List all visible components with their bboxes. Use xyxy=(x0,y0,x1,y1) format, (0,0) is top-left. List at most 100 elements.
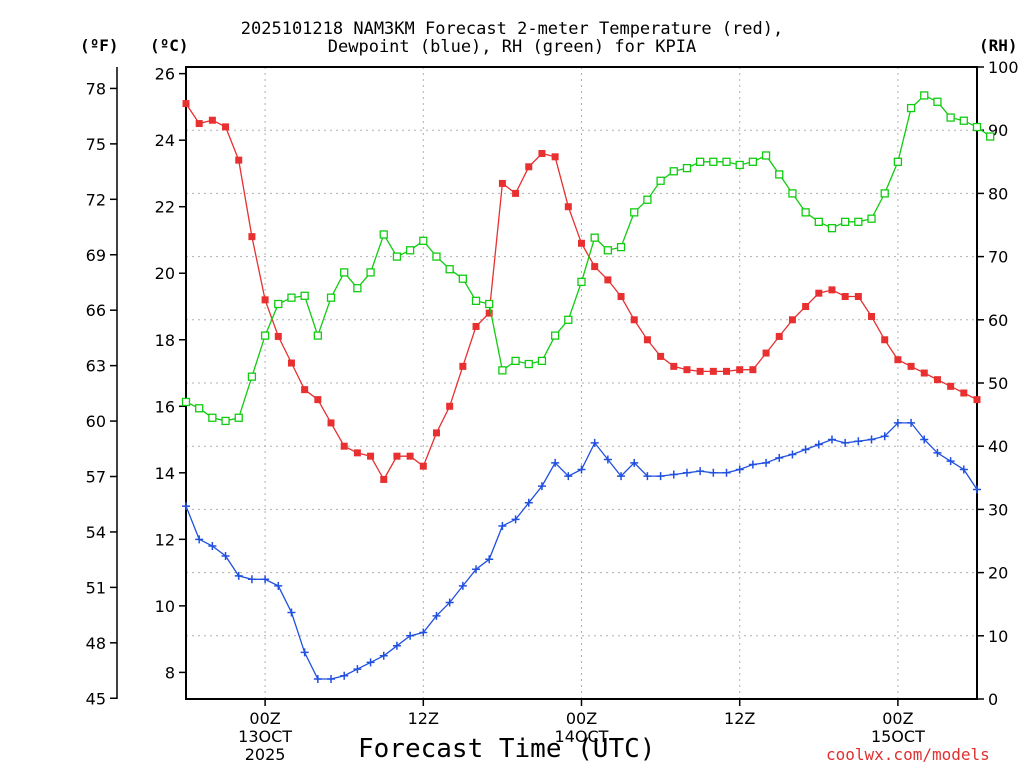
2-meter-temperature-point xyxy=(802,302,810,310)
x-axis-label: Forecast Time (UTC) xyxy=(358,734,656,764)
dewpoint-point xyxy=(920,435,929,444)
dewpoint-point xyxy=(669,470,678,479)
fahrenheit-tick-label: 54 xyxy=(86,523,106,542)
2-meter-temperature-point xyxy=(380,475,388,483)
rh-point xyxy=(300,291,309,300)
rh-point xyxy=(392,252,402,261)
2-meter-temperature-point xyxy=(973,396,981,404)
2-meter-temperature-point xyxy=(485,309,493,317)
dewpoint-point xyxy=(933,448,942,457)
2-meter-temperature-point xyxy=(881,336,889,344)
celsius-unit-label: (ºC) xyxy=(150,36,189,55)
2-meter-temperature-point xyxy=(287,359,295,367)
rh-point xyxy=(643,195,652,204)
celsius-tick-label: 24 xyxy=(155,131,175,150)
rh-point xyxy=(775,170,784,179)
rh-point xyxy=(379,230,388,239)
dewpoint-point xyxy=(445,598,454,607)
dewpoint-point xyxy=(682,468,691,477)
rh-point xyxy=(234,413,243,422)
fahrenheit-tick-label: 72 xyxy=(86,190,106,209)
dewpoint-point xyxy=(182,502,190,511)
2-meter-temperature-point xyxy=(301,386,309,394)
2-meter-temperature-point xyxy=(828,286,836,294)
dewpoint-point xyxy=(366,658,375,667)
dewpoint-point xyxy=(893,418,902,427)
dewpoint-point xyxy=(392,641,401,650)
chart-series xyxy=(181,91,995,684)
dewpoint-point xyxy=(551,458,560,467)
rh-point xyxy=(933,97,942,106)
2-meter-temperature-point xyxy=(551,153,559,161)
celsius-tick-label: 20 xyxy=(155,264,175,283)
rh-point xyxy=(511,356,520,366)
credit-text: coolwx.com/models xyxy=(826,745,990,764)
rh-point xyxy=(682,163,692,173)
celsius-tick-label: 12 xyxy=(155,530,175,549)
dewpoint-point xyxy=(946,457,955,466)
rh-point xyxy=(221,416,230,426)
2-meter-temperature-point xyxy=(538,149,546,157)
2-meter-temperature-point xyxy=(854,293,862,301)
rh-point xyxy=(656,176,665,185)
dewpoint-point xyxy=(814,440,823,449)
rh-point xyxy=(880,189,889,198)
dewpoint-point xyxy=(313,675,322,684)
rh-point xyxy=(788,189,797,198)
2-meter-temperature-point xyxy=(525,163,533,171)
2-meter-temperature-point xyxy=(657,352,665,360)
dewpoint-point xyxy=(247,575,256,584)
fahrenheit-tick-label: 69 xyxy=(86,246,106,265)
chart-title-line-1: 2025101218 NAM3KM Forecast 2-meter Tempe… xyxy=(240,19,784,39)
celsius-tick-label: 22 xyxy=(155,198,175,217)
rh-point xyxy=(524,359,533,369)
dewpoint-point xyxy=(524,498,533,507)
x-tick-label: 15OCT xyxy=(871,727,925,746)
rh-point xyxy=(986,132,995,141)
dewpoint-point xyxy=(722,468,731,477)
dewpoint-point xyxy=(643,472,652,481)
2-meter-temperature-series xyxy=(182,100,981,483)
dewpoint-point xyxy=(406,631,415,640)
2-meter-temperature-point xyxy=(723,367,731,375)
fahrenheit-tick-label: 57 xyxy=(86,468,106,487)
dewpoint-point xyxy=(261,575,270,584)
fahrenheit-tick-label: 63 xyxy=(86,357,106,376)
dewpoint-point xyxy=(973,485,981,494)
rh-tick-label: 100 xyxy=(988,58,1019,77)
rh-tick-label: 10 xyxy=(988,627,1008,646)
dewpoint-point xyxy=(854,437,863,446)
dewpoint-point xyxy=(827,435,836,444)
dewpoint-point xyxy=(564,472,573,481)
fahrenheit-tick-label: 60 xyxy=(86,412,106,431)
rh-point xyxy=(445,265,454,274)
rh-point xyxy=(471,296,481,305)
rh-point xyxy=(195,404,204,413)
dewpoint-point xyxy=(735,465,744,474)
dewpoint-point xyxy=(498,522,507,531)
dewpoint-point xyxy=(959,465,968,474)
rh-point xyxy=(616,242,626,252)
dewpoint-point xyxy=(419,628,428,637)
dewpoint-point xyxy=(762,458,771,467)
rh-point xyxy=(722,157,731,166)
rh-point xyxy=(498,366,507,375)
rh-point xyxy=(669,167,678,176)
x-tick-label: 00Z xyxy=(249,709,280,728)
2-meter-temperature-point xyxy=(736,366,744,374)
rh-point xyxy=(577,277,586,287)
rh-point xyxy=(920,91,929,100)
2-meter-temperature-point xyxy=(617,293,625,301)
dewpoint-point xyxy=(274,581,283,590)
x-tick-label: 00Z xyxy=(882,709,913,728)
dewpoint-point xyxy=(432,611,441,620)
celsius-tick-label: 26 xyxy=(155,65,175,84)
celsius-tick-label: 8 xyxy=(165,663,175,682)
2-meter-temperature-point xyxy=(670,362,678,370)
x-tick-label: 14OCT xyxy=(555,727,609,746)
dewpoint-point xyxy=(472,565,481,574)
dewpoint-point xyxy=(603,455,612,464)
2-meter-temperature-point xyxy=(353,449,361,457)
